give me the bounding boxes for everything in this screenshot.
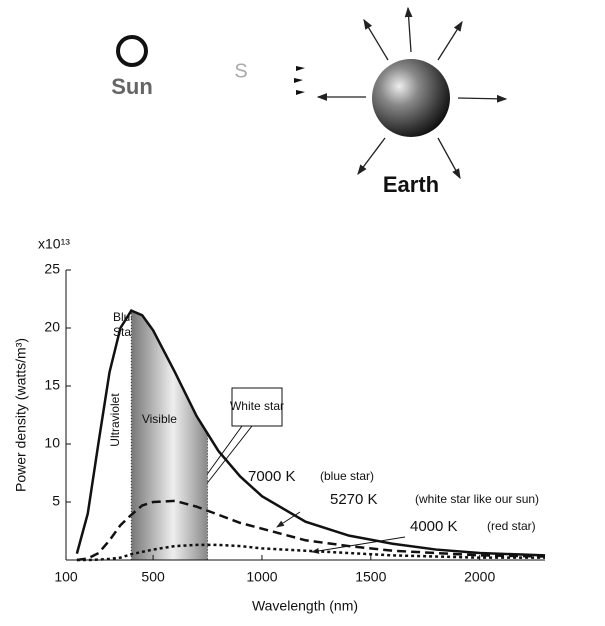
y-multiplier: x10¹³ bbox=[38, 236, 70, 252]
ultraviolet-label: Ultraviolet bbox=[108, 393, 122, 447]
sun-label: Sun bbox=[111, 74, 153, 99]
earth-label: Earth bbox=[383, 172, 439, 197]
series-label: 5270 K bbox=[330, 491, 378, 508]
figure: Sun S Earth x10¹³ Power density (watts/m… bbox=[0, 0, 605, 621]
band-label: Visible bbox=[142, 412, 177, 426]
x-tick-label: 100 bbox=[54, 569, 78, 585]
diagram: Sun S Earth bbox=[111, 8, 506, 197]
source-label: S bbox=[234, 60, 247, 82]
x-tick-label: 2000 bbox=[464, 569, 495, 585]
series-note: (blue star) bbox=[320, 469, 374, 483]
earth-icon bbox=[372, 59, 450, 137]
x-axis-label: Wavelength (nm) bbox=[252, 598, 358, 614]
series-label: 4000 K bbox=[410, 518, 458, 535]
x-tick-label: 1000 bbox=[246, 569, 277, 585]
x-tick-label: 500 bbox=[141, 569, 165, 585]
sun-icon bbox=[118, 37, 146, 65]
incoming-arrows bbox=[294, 66, 305, 95]
y-tick-label: 15 bbox=[44, 377, 60, 393]
y-tick-label: 10 bbox=[44, 435, 60, 451]
y-tick-label: 20 bbox=[44, 319, 60, 335]
white-star-label: White star bbox=[230, 399, 284, 413]
series-label: 7000 K bbox=[248, 468, 296, 485]
x-tick-label: 1500 bbox=[355, 569, 386, 585]
series-note: (red star) bbox=[487, 519, 536, 533]
chart: x10¹³ Power density (watts/m³) Wavelengt… bbox=[13, 236, 545, 614]
y-tick-label: 25 bbox=[44, 261, 60, 277]
page: {"diagram": {"sun_label": "Sun", "source… bbox=[0, 0, 605, 621]
pointer-5270 bbox=[277, 512, 300, 527]
y-axis-label: Power density (watts/m³) bbox=[13, 338, 29, 492]
y-tick-label: 5 bbox=[52, 493, 60, 509]
series-note: (white star like our sun) bbox=[415, 492, 539, 506]
